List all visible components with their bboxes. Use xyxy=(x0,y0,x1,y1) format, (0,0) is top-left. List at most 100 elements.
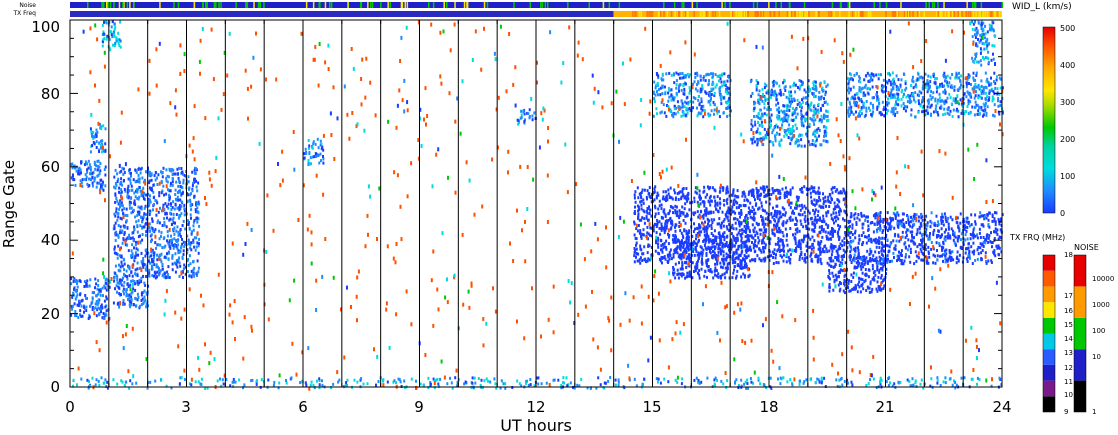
echo-cell xyxy=(139,167,142,171)
echo-cell xyxy=(711,245,714,249)
echo-cell xyxy=(730,244,733,248)
echo-cell xyxy=(171,241,173,245)
echo-cell xyxy=(922,246,925,250)
echo-cell xyxy=(127,298,129,301)
echo-cell xyxy=(707,114,710,118)
echo-cell xyxy=(751,241,753,244)
echo-cell xyxy=(748,248,750,252)
echo-cell xyxy=(758,198,761,202)
echo-cell xyxy=(102,149,105,153)
echo-cell xyxy=(685,187,688,190)
echo-cell xyxy=(177,198,180,202)
echo-cell xyxy=(802,96,805,100)
echo-cell xyxy=(685,240,688,244)
echo-cell xyxy=(839,268,842,272)
echo-cell xyxy=(660,228,663,232)
echo-cell xyxy=(883,218,885,222)
echo-cell xyxy=(653,100,656,103)
echo-cell xyxy=(820,108,822,112)
echo-cell xyxy=(522,110,525,114)
echo-cell xyxy=(783,112,786,116)
echo-cell xyxy=(187,263,190,267)
echo-cell xyxy=(660,100,663,104)
echo-cell xyxy=(941,248,944,252)
echo-cell xyxy=(993,230,995,234)
echo-cell xyxy=(719,234,721,238)
echo-cell xyxy=(315,152,318,156)
echo-cell xyxy=(728,211,731,215)
echo-cell xyxy=(138,210,140,214)
echo-cell xyxy=(715,274,718,278)
echo-cell xyxy=(741,191,744,195)
echo-cell xyxy=(136,230,139,234)
noise-strip-segment xyxy=(544,2,547,8)
echo-cell xyxy=(808,211,811,215)
echo-cell xyxy=(875,245,878,249)
echo-cell xyxy=(921,245,924,249)
echo-cell xyxy=(707,234,710,238)
echo-cell xyxy=(911,230,914,234)
echo-cell xyxy=(116,218,119,222)
echo-cell xyxy=(82,305,85,309)
txfreq-strip-segment xyxy=(969,11,972,17)
txfreq-strip-segment xyxy=(744,11,746,17)
echo-cell xyxy=(664,92,667,96)
echo-cell xyxy=(693,270,695,273)
echo-cell xyxy=(735,248,738,252)
echo-cell xyxy=(158,237,161,241)
echo-cell xyxy=(316,137,319,141)
echo-cell xyxy=(924,243,927,247)
echo-cell xyxy=(757,112,760,116)
echo-cell xyxy=(879,214,882,218)
echo-cell xyxy=(643,217,646,221)
noise-strip-segment xyxy=(966,2,968,8)
echo-cell xyxy=(107,279,110,283)
echo-cell xyxy=(945,228,947,232)
echo-cell xyxy=(666,198,669,202)
echo-cell xyxy=(171,256,174,260)
echo-cell xyxy=(178,204,181,207)
echo-cell xyxy=(135,188,138,192)
echo-cell xyxy=(878,242,880,245)
txfreq-strip-segment xyxy=(658,11,660,17)
echo-cell xyxy=(814,210,816,214)
echo-cell xyxy=(149,261,151,265)
echo-cell xyxy=(159,269,162,273)
echo-cell xyxy=(841,244,844,248)
echo-cell xyxy=(179,264,182,268)
echo-cell xyxy=(839,191,842,195)
echo-cell xyxy=(777,261,780,265)
echo-cell xyxy=(973,233,975,237)
echo-cell xyxy=(125,219,128,223)
echo-cell xyxy=(941,219,944,223)
echo-cell xyxy=(805,256,808,260)
echo-cell xyxy=(754,211,757,215)
echo-cell xyxy=(760,117,763,121)
echo-cell xyxy=(994,254,997,258)
echo-cell xyxy=(996,246,999,250)
echo-cell xyxy=(945,248,948,252)
echo-cell xyxy=(98,313,101,317)
echo-cell xyxy=(685,257,688,261)
noise-strip-segment xyxy=(106,2,108,8)
echo-cell xyxy=(742,257,744,261)
echo-cell xyxy=(723,231,726,235)
echo-cell xyxy=(980,258,983,262)
echo-cell xyxy=(755,187,758,191)
txfreq-strip-segment xyxy=(951,11,953,17)
echo-cell xyxy=(723,272,726,276)
echo-cell xyxy=(139,234,141,238)
echo-cell xyxy=(952,258,955,262)
echo-cell xyxy=(757,207,760,211)
echo-cell xyxy=(861,255,864,259)
echo-cell xyxy=(919,247,922,251)
echo-cell xyxy=(799,219,802,223)
echo-cell xyxy=(133,280,136,284)
echo-cell xyxy=(795,246,798,250)
echo-cell xyxy=(725,252,728,256)
echo-cell xyxy=(172,221,175,225)
echo-cell xyxy=(121,229,124,233)
echo-cell xyxy=(655,194,658,198)
echo-cell xyxy=(653,191,656,195)
noise-strip-segment xyxy=(159,2,161,8)
